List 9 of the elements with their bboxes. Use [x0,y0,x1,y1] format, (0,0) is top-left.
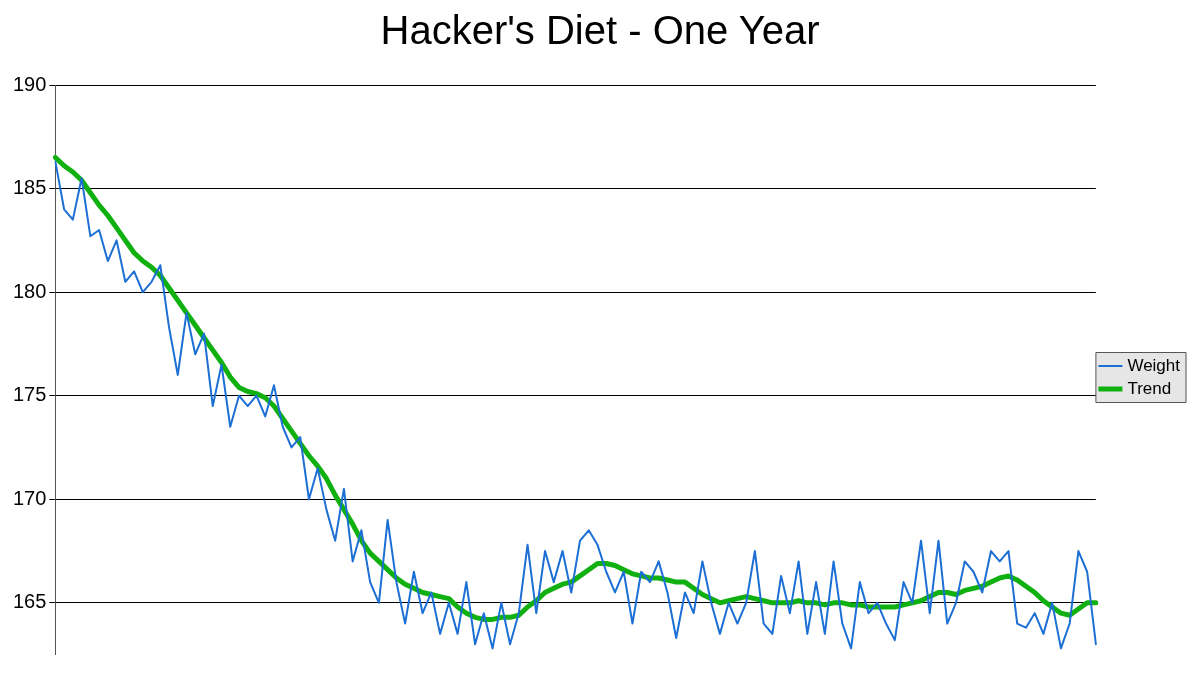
legend-label: Trend [1127,378,1172,398]
y-tick-label: 170 [12,486,47,509]
y-tick-label: 180 [12,279,47,302]
y-tick-label: 175 [12,383,47,406]
legend-label: Weight [1127,355,1181,375]
y-tick-label: 165 [12,590,47,613]
chart-title: Hacker's Diet - One Year [379,8,821,53]
y-tick-label: 185 [12,176,47,199]
y-tick-label: 190 [12,72,47,95]
